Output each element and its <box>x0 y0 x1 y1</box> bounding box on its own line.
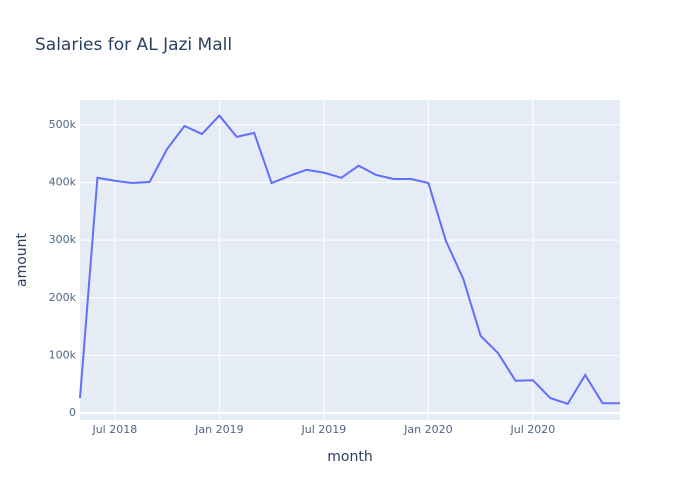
chart-title: Salaries for AL Jazi Mall <box>35 35 232 55</box>
x-tick-label: Jan 2020 <box>403 423 452 436</box>
x-axis-title: month <box>327 449 372 465</box>
y-tick-label: 0 <box>69 406 76 419</box>
x-tick-label: Jul 2018 <box>91 423 137 436</box>
y-tick-label: 500k <box>49 118 77 131</box>
y-tick-label: 200k <box>49 291 77 304</box>
x-tick-label: Jul 2019 <box>300 423 346 436</box>
x-tick-label: Jul 2020 <box>510 423 556 436</box>
plot-area <box>80 100 620 420</box>
x-tick-label: Jan 2019 <box>194 423 243 436</box>
y-tick-label: 100k <box>49 348 77 361</box>
y-tick-label: 400k <box>49 175 77 188</box>
y-axis-title: amount <box>14 232 30 287</box>
line-series <box>79 114 620 406</box>
y-tick-label: 300k <box>49 233 77 246</box>
